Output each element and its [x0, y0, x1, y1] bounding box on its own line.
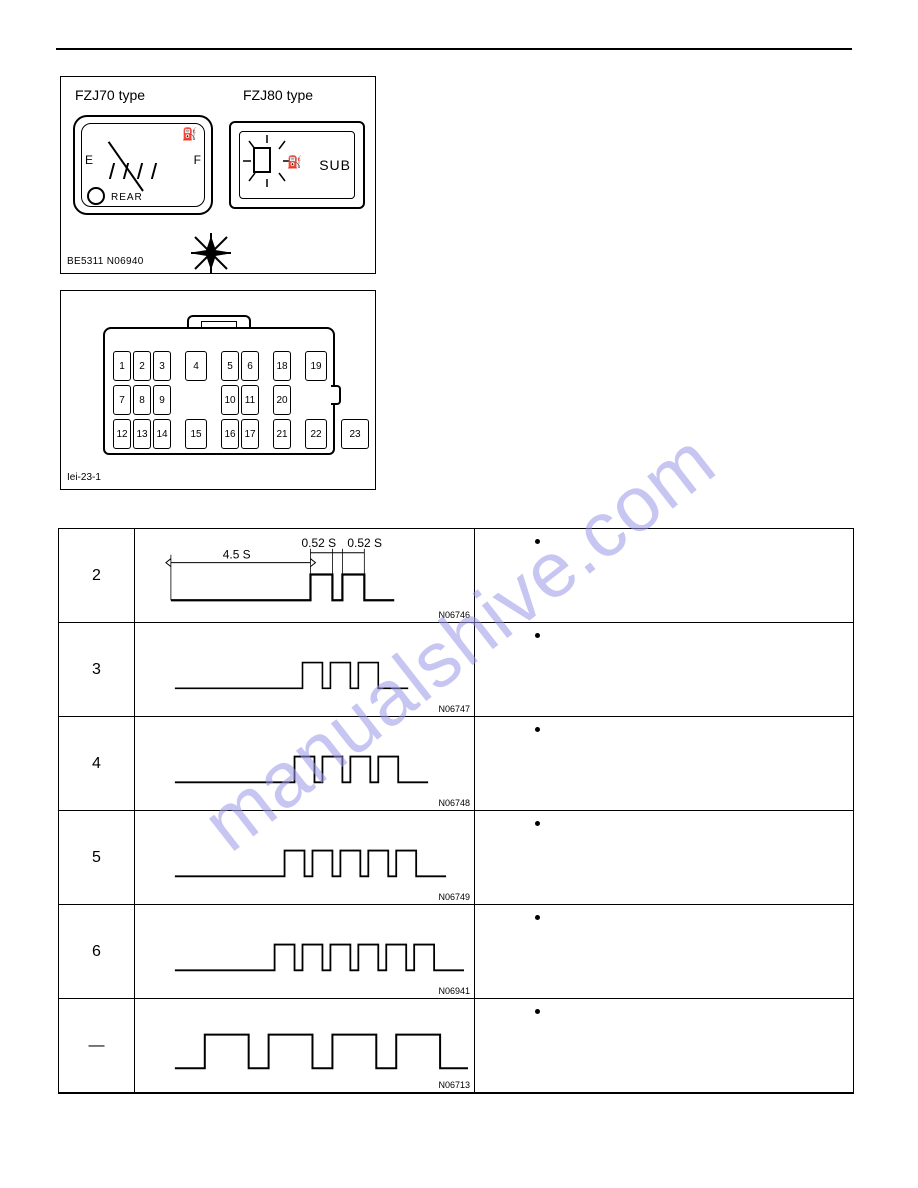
connector-pin: 21 [273, 419, 291, 449]
connector-latch [331, 385, 341, 405]
code-cell: 6 [59, 905, 135, 998]
connector-pin: 11 [241, 385, 259, 415]
waveform-cell: N06941 [135, 905, 475, 998]
connector-pin: 1 [113, 351, 131, 381]
waveform-cell: N06747 [135, 623, 475, 716]
description-cell [475, 623, 853, 716]
waveform-ref: N06941 [438, 986, 470, 996]
connector-pin: 8 [133, 385, 151, 415]
connector-outline: 1234561819789101120121314151617212223 [103, 327, 335, 455]
description-cell [475, 717, 853, 810]
connector-pin: 2 [133, 351, 151, 381]
code-cell: — [59, 999, 135, 1092]
gauge80-sub-label: SUB [319, 157, 351, 173]
description-cell [475, 529, 853, 622]
connector-pin: 18 [273, 351, 291, 381]
svg-text:0.52 S: 0.52 S [302, 536, 337, 550]
description-cell [475, 905, 853, 998]
connector-pin: 5 [221, 351, 239, 381]
gauge-fzj70: E F ⛽ REAR [73, 115, 213, 215]
gauge70-f-label: F [194, 153, 201, 167]
waveform-ref: N06749 [438, 892, 470, 902]
waveform-ref: N06748 [438, 798, 470, 808]
waveform-cell: N06748 [135, 717, 475, 810]
svg-text:0.52 S: 0.52 S [347, 536, 382, 550]
description-cell [475, 999, 853, 1092]
waveform-ref: N06746 [438, 610, 470, 620]
connector-pin: 20 [273, 385, 291, 415]
table-row: 4 N06748 [59, 717, 853, 811]
figure-gauge-types: FZJ70 type FZJ80 type E F ⛽ REAR [60, 76, 376, 274]
burst-star-icon [191, 233, 231, 273]
waveform-cell: 0.52 S 0.52 S 4.5 S N06746 [135, 529, 475, 622]
code-cell: 3 [59, 623, 135, 716]
gauge70-e-label: E [85, 153, 93, 167]
connector-pin: 15 [185, 419, 207, 449]
page-top-rule [56, 48, 852, 50]
connector-pin: 9 [153, 385, 171, 415]
connector-pin: 17 [241, 419, 259, 449]
bullet-icon [535, 1009, 540, 1014]
table-row: 2 0.52 S 0.52 S 4.5 S N06746 [59, 529, 853, 623]
waveform-cell: N06713 [135, 999, 475, 1092]
connector-pin: 7 [113, 385, 131, 415]
connector-pin: 22 [305, 419, 327, 449]
gauge70-rear-label: REAR [111, 192, 143, 203]
connector-pin: 16 [221, 419, 239, 449]
connector-pin: 19 [305, 351, 327, 381]
figure2-caption: Iei-23-1 [67, 472, 101, 483]
fuel-pump-icon: ⛽ [182, 127, 197, 141]
label-fzj70: FZJ70 type [75, 87, 145, 103]
label-fzj80: FZJ80 type [243, 87, 313, 103]
code-cell: 2 [59, 529, 135, 622]
table-row: 5 N06749 [59, 811, 853, 905]
figure-connector: 1234561819789101120121314151617212223 Ie… [60, 290, 376, 490]
connector-pin: 12 [113, 419, 131, 449]
connector-pin: 4 [185, 351, 207, 381]
table-row: 6 N06941 [59, 905, 853, 999]
table-row: 3 N06747 [59, 623, 853, 717]
gauge-fzj80: ⛽ SUB [229, 121, 365, 209]
connector-pin-grid: 1234561819789101120121314151617212223 [113, 351, 325, 445]
connector-pin: 6 [241, 351, 259, 381]
gauge70-button-circle [87, 187, 105, 205]
connector-pin: 23 [341, 419, 369, 449]
figure1-caption: BE5311 N06940 [67, 256, 144, 267]
waveform-cell: N06749 [135, 811, 475, 904]
bullet-icon [535, 821, 540, 826]
table-row: — N06713 [59, 999, 853, 1093]
svg-text:4.5 S: 4.5 S [223, 548, 251, 562]
blink-pattern-table: 2 0.52 S 0.52 S 4.5 S N06746 3 N06747 4 N06748 5 N… [58, 528, 854, 1094]
bullet-icon [535, 633, 540, 638]
connector-pin: 3 [153, 351, 171, 381]
code-cell: 5 [59, 811, 135, 904]
connector-diagram: 1234561819789101120121314151617212223 [103, 315, 335, 455]
description-cell [475, 811, 853, 904]
gauge80-fuel-pump-icon: ⛽ [287, 155, 302, 169]
bullet-icon [535, 915, 540, 920]
gauge70-ticks [105, 163, 185, 183]
waveform-ref: N06747 [438, 704, 470, 714]
waveform-ref: N06713 [438, 1080, 470, 1090]
connector-pin: 13 [133, 419, 151, 449]
bullet-icon [535, 539, 540, 544]
bullet-icon [535, 727, 540, 732]
connector-pin: 10 [221, 385, 239, 415]
code-cell: 4 [59, 717, 135, 810]
connector-pin: 14 [153, 419, 171, 449]
